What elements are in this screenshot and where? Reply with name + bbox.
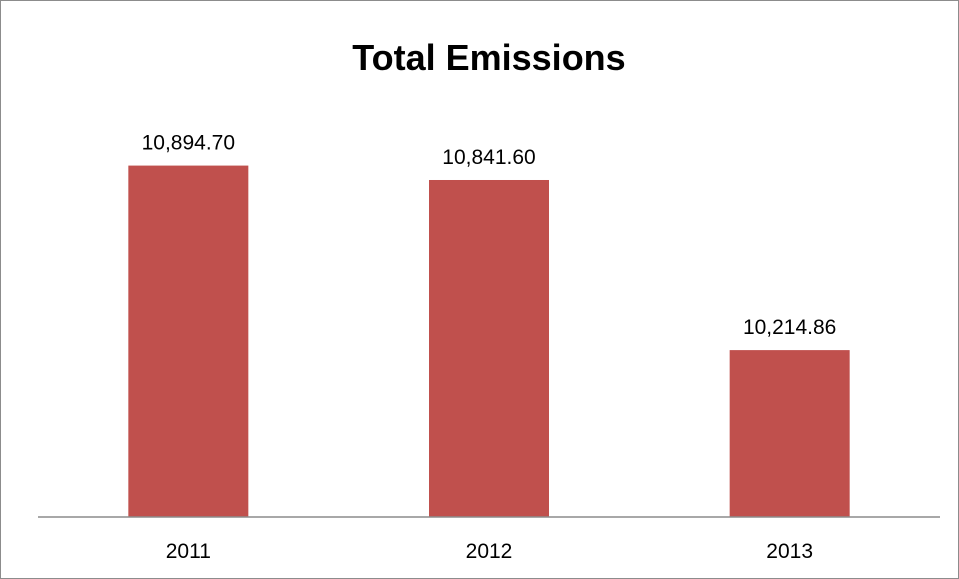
data-label-2012: 10,841.60 [442,146,535,169]
x-tick-labels-layer: 2011 2012 2013 [166,540,813,563]
data-label-2013: 10,214.86 [743,316,836,339]
data-labels-layer: 10,894.70 10,841.60 10,214.86 [142,132,837,340]
x-tick-label-2012: 2012 [466,540,513,563]
x-tick-label-2013: 2013 [766,540,813,563]
bar-2012 [429,179,549,517]
chart-title: Total Emissions [352,37,625,78]
x-tick-label-2011: 2011 [166,540,211,563]
bars-layer [128,165,850,517]
bar-2011 [128,165,249,517]
data-label-2011: 10,894.70 [142,132,235,155]
bar-2013 [729,350,850,517]
